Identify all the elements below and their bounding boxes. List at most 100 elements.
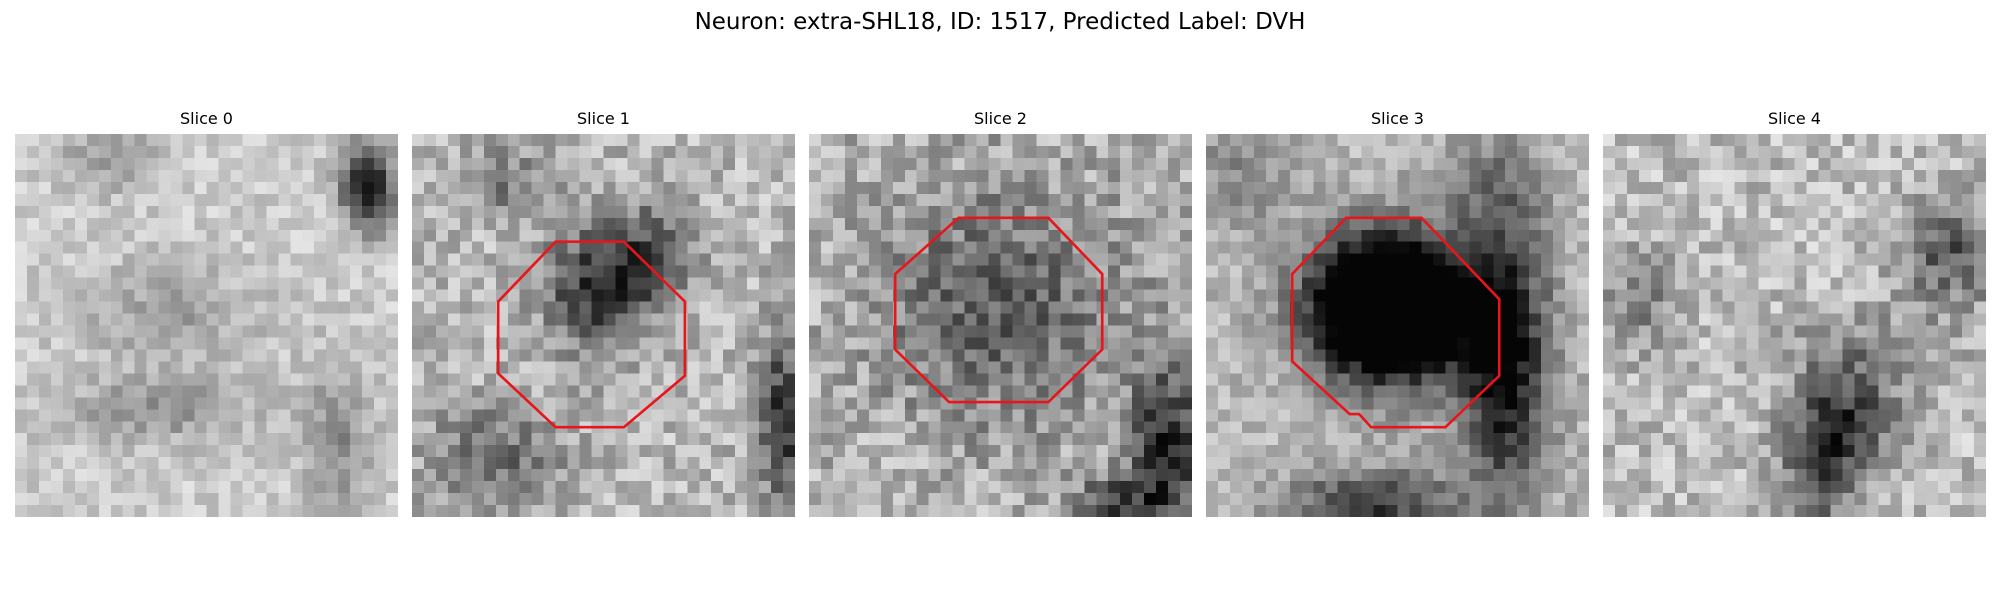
pixel-cell [976, 337, 989, 350]
pixel-cell [1614, 361, 1628, 374]
pixel-cell [747, 373, 760, 386]
pixel-cell [1710, 337, 1723, 350]
pixel-cell [699, 277, 712, 290]
slice-title: Slice 4 [1768, 109, 1821, 128]
pixel-cell [314, 229, 327, 242]
pixel-cell [1842, 289, 1855, 302]
pixel-cell [1698, 373, 1711, 386]
pixel-cell [1433, 349, 1446, 362]
pixel-cell [988, 301, 1001, 314]
pixel-cell [110, 493, 123, 506]
pixel-cell [687, 277, 700, 290]
pixel-cell [1950, 277, 1963, 290]
pixel-cell [218, 134, 231, 147]
pixel-cell [1770, 205, 1783, 219]
pixel-cell [1770, 169, 1783, 183]
pixel-cell [1241, 301, 1255, 314]
pixel-cell [1674, 421, 1688, 434]
pixel-cell [1289, 229, 1302, 242]
pixel-cell [615, 193, 628, 207]
pixel-cell [1962, 301, 1975, 314]
pixel-cell [651, 277, 664, 290]
pixel-cell [1914, 349, 1927, 362]
pixel-cell [1926, 217, 1939, 230]
pixel-cell [651, 253, 664, 266]
pixel-cell [1698, 193, 1711, 207]
pixel-cell [1614, 325, 1628, 338]
pixel-cell [194, 313, 207, 326]
pixel-cell [1217, 253, 1231, 266]
pixel-cell [1024, 241, 1037, 254]
pixel-cell [892, 205, 905, 219]
pixel-cell [1962, 169, 1975, 183]
pixel-cell [519, 433, 532, 446]
pixel-cell [122, 481, 135, 494]
pixel-cell [928, 289, 941, 302]
pixel-cell [1229, 253, 1243, 266]
pixel-cell [1156, 229, 1169, 242]
pixel-cell [1168, 253, 1181, 266]
pixel-cell [1217, 325, 1231, 338]
pixel-cell [1433, 397, 1446, 410]
pixel-cell [1024, 409, 1037, 422]
pixel-cell [1638, 205, 1652, 219]
pixel-cell [1000, 193, 1013, 207]
pixel-cell [1950, 361, 1963, 374]
pixel-cell [1180, 325, 1192, 338]
pixel-cell [892, 445, 905, 458]
pixel-cell [567, 409, 580, 422]
pixel-cell [302, 265, 315, 278]
pixel-cell [1409, 337, 1422, 350]
pixel-cell [820, 469, 834, 482]
pixel-cell [447, 193, 461, 207]
pixel-cell [290, 253, 303, 266]
pixel-cell [1914, 157, 1927, 171]
pixel-cell [1638, 157, 1652, 171]
pixel-cell [1950, 205, 1963, 219]
pixel-cell [1710, 301, 1723, 314]
pixel-cell [1421, 337, 1434, 350]
pixel-cell [1313, 193, 1326, 207]
pixel-cell [1421, 241, 1434, 254]
pixel-cell [1469, 373, 1482, 386]
pixel-cell [74, 253, 88, 266]
pixel-cell [699, 505, 712, 517]
pixel-cell [1301, 493, 1314, 506]
pixel-cell [122, 421, 135, 434]
pixel-cell [1565, 373, 1578, 386]
pixel-cell [1962, 445, 1975, 458]
pixel-cell [50, 373, 64, 386]
pixel-cell [459, 433, 473, 446]
pixel-cell [1746, 337, 1759, 350]
pixel-cell [483, 409, 497, 422]
pixel-cell [447, 421, 461, 434]
pixel-cell [1132, 193, 1145, 207]
pixel-cell [1878, 217, 1891, 230]
pixel-cell [1553, 193, 1566, 207]
pixel-cell [1433, 277, 1446, 290]
pixel-cell [579, 134, 592, 147]
pixel-cell [675, 469, 688, 482]
pixel-cell [1565, 229, 1578, 242]
pixel-cell [1433, 409, 1446, 422]
pixel-cell [170, 181, 183, 195]
pixel-cell [182, 134, 195, 147]
pixel-cell [976, 373, 989, 386]
pixel-cell [952, 229, 965, 242]
pixel-cell [110, 445, 123, 458]
pixel-cell [591, 253, 604, 266]
pixel-cell [1084, 134, 1097, 147]
pixel-cell [615, 373, 628, 386]
pixel-cell [134, 337, 147, 350]
pixel-cell [62, 445, 76, 458]
pixel-cell [1830, 265, 1843, 278]
pixel-cell [1662, 265, 1676, 278]
pixel-cell [1698, 337, 1711, 350]
pixel-cell [1842, 134, 1855, 147]
pixel-cell [555, 265, 568, 278]
pixel-cell [1337, 433, 1350, 446]
pixel-cell [302, 134, 315, 147]
pixel-cell [1385, 217, 1398, 230]
pixel-cell [1084, 373, 1097, 386]
pixel-cell [218, 469, 231, 482]
